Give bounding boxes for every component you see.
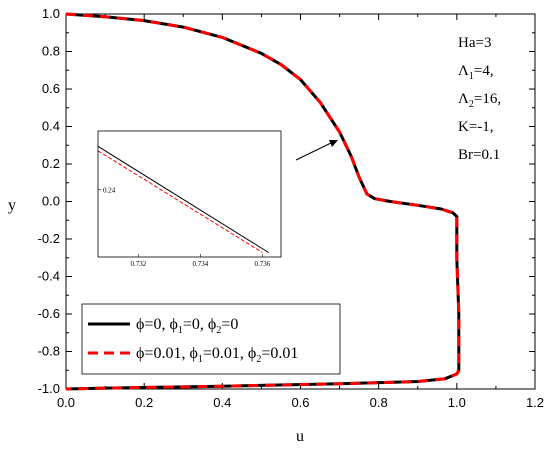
y-tick-label: 0.2 [42,156,60,171]
zoom-arrow-head [329,140,338,147]
legend-1-sub-3: 2 [256,354,261,365]
parameter-annotations: Ha=3 Λ1=4, Λ2=16, K=-1, Br=0.1 [458,35,501,163]
legend-box [81,303,341,375]
y-tick-label: 1.0 [42,6,60,21]
inset-series-layer [97,145,269,253]
inset-ticks: 0.732 0.734 0.736 0.24 [98,187,271,268]
y-tick-label: 0.0 [42,194,60,209]
y-tick-label: -0.8 [38,344,60,359]
inset-y-tick-label: 0.24 [103,187,116,195]
inset-x-tick-label: 0.734 [192,260,208,268]
y-tick-label: -0.2 [38,231,60,246]
x-tick-label: 1.2 [526,395,544,410]
x-tick-label: 0.4 [213,395,231,410]
annotation-k: K=-1, [458,119,494,135]
x-tick-label: 0.6 [291,395,309,410]
annotation-lambda2-value: =16, [474,91,501,107]
inset-series-line-0 [97,145,269,253]
series-line-1 [65,12,461,391]
inset-plot: 0.732 0.734 0.736 0.24 [97,130,282,268]
legend-1-part-0: ϕ=0.01, ϕ [136,345,198,362]
zoom-arrow [295,140,338,161]
annotation-lambda2-symbol: Λ [458,91,469,107]
x-axis-ticks: 0.0 0.2 0.4 0.6 0.8 1.0 1.2 [57,14,544,410]
annotation-lambda1-value: =4, [474,63,494,79]
annotation-lambda1-symbol: Λ [458,63,469,79]
inset-x-tick-label: 0.736 [255,260,271,268]
annotation-br: Br=0.1 [458,147,500,163]
legend-0-part-4: =0 [221,316,238,333]
legend-0-part-0: ϕ=0, ϕ [136,316,178,333]
series-layer [65,12,461,391]
annotation-lambda2: Λ2=16, [458,91,501,110]
annotation-ha: Ha=3 [458,35,491,51]
legend-1-part-4: =0.01 [261,345,298,362]
x-tick-label: 1.0 [448,395,466,410]
annotation-lambda1: Λ1=4, [458,63,494,82]
x-tick-label: 0.8 [370,395,388,410]
y-tick-label: 0.4 [42,119,60,134]
annotation-lambda1-subscript: 1 [469,71,474,82]
x-axis-title: u [296,428,304,445]
y-tick-label: -0.6 [38,306,60,321]
zoom-arrow-line [295,142,332,161]
y-axis-title: y [8,197,16,214]
legend-1-sub-1: 1 [198,354,203,365]
y-axis-ticks: 1.0 0.8 0.6 0.4 0.2 0.0 -0.2 -0.4 -0.6 -0.8 -1.0 [38,6,535,396]
legend-1-part-2: =0.01, ϕ [203,345,256,362]
y-tick-label: 0.6 [42,81,60,96]
inset-background [98,131,281,257]
x-tick-label: 0.2 [135,395,153,410]
legend-0-part-2: =0, ϕ [183,316,216,333]
legend-label-series-0: ϕ=0, ϕ1=0, ϕ2=0 [136,316,238,336]
legend-0-sub-3: 2 [216,325,221,336]
inset-x-tick-label: 0.732 [130,260,146,268]
legend-0-sub-1: 1 [178,325,183,336]
legend: ϕ=0, ϕ1=0, ϕ2=0 ϕ=0.01, ϕ1=0.01, ϕ2=0.01 [81,303,341,375]
inset-series-line-1 [97,150,263,253]
annotation-lambda2-subscript: 2 [469,99,474,110]
y-tick-label: -0.4 [38,269,60,284]
y-tick-label: -1.0 [38,381,60,396]
inset-frame [97,130,282,258]
legend-label-series-1: ϕ=0.01, ϕ1=0.01, ϕ2=0.01 [136,345,298,365]
y-tick-label: 0.8 [42,44,60,59]
x-tick-label: 0.0 [57,395,75,410]
